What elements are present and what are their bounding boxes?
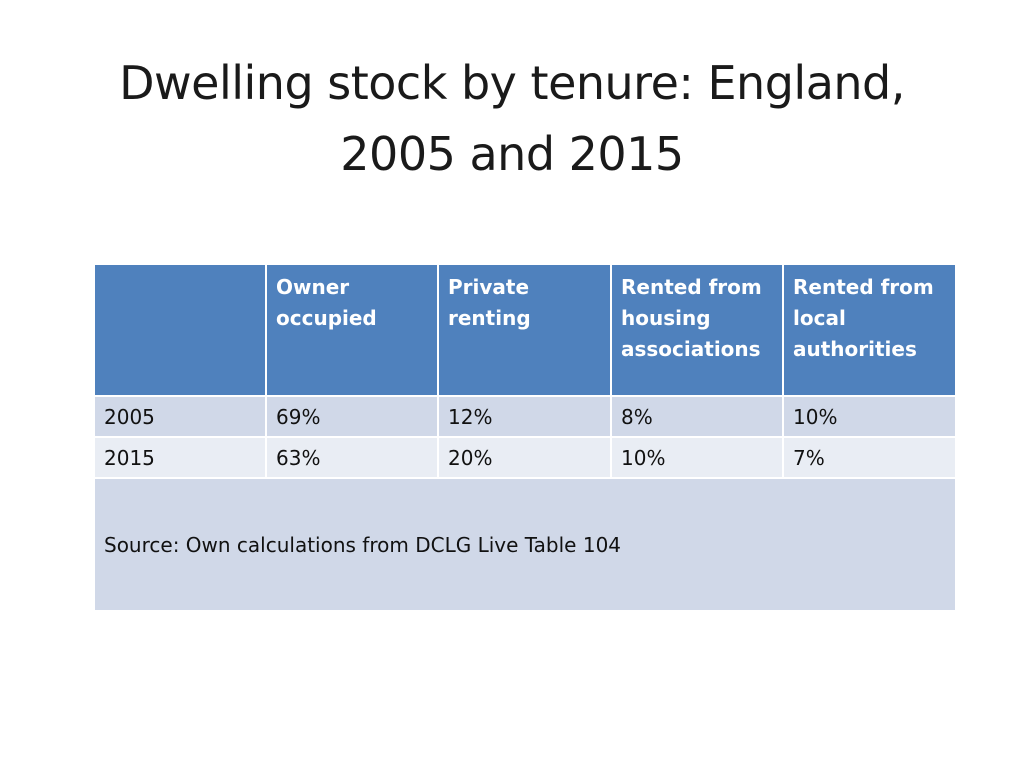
table-row: 2005 69% 12% 8% 10%	[93, 395, 957, 438]
table-cell: 8%	[610, 395, 784, 438]
table-cell: 69%	[265, 395, 439, 438]
table-cell: 12%	[437, 395, 612, 438]
table-cell: 7%	[782, 436, 957, 479]
row-year-cell: 2005	[93, 395, 267, 438]
row-year-cell: 2015	[93, 436, 267, 479]
table-cell: 10%	[782, 395, 957, 438]
header-housing-associations: Rented from housing associations	[610, 263, 784, 397]
source-note: Source: Own calculations from DCLG Live …	[93, 477, 957, 612]
header-corner-cell	[93, 263, 267, 397]
table-header-row: Owner occupied Private renting Rented fr…	[93, 263, 957, 397]
table-cell: 63%	[265, 436, 439, 479]
title-line-2: 2005 and 2015	[340, 127, 684, 182]
title-line-1: Dwelling stock by tenure: England,	[119, 56, 905, 110]
header-local-authorities: Rented from local authorities	[782, 263, 957, 397]
table-row: 2015 63% 20% 10% 7%	[93, 436, 957, 479]
source-row: Source: Own calculations from DCLG Live …	[93, 477, 957, 612]
table-cell: 20%	[437, 436, 612, 479]
header-owner-occupied: Owner occupied	[265, 263, 439, 397]
tenure-table: Owner occupied Private renting Rented fr…	[93, 263, 957, 612]
table-cell: 10%	[610, 436, 784, 479]
header-private-renting: Private renting	[437, 263, 612, 397]
slide-title: Dwelling stock by tenure: England, 2005 …	[40, 48, 984, 191]
